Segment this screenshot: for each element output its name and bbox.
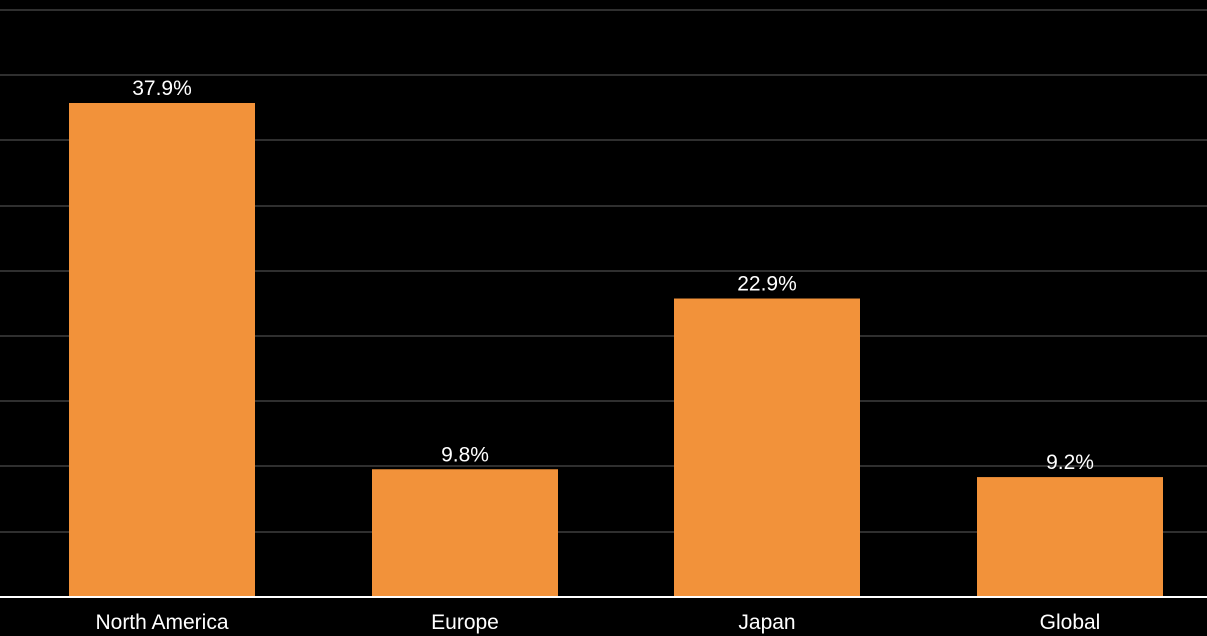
bar-global [977,477,1163,597]
category-label-north-america: North America [95,611,228,634]
category-label-japan: Japan [738,611,795,634]
bars [69,103,1163,597]
value-label-global: 9.2% [1046,451,1094,474]
bar-japan [674,298,860,597]
value-labels: 37.9% 9.8% 22.9% 9.2% [132,77,1094,474]
category-label-europe: Europe [431,611,499,634]
bar-europe [372,469,558,597]
value-label-north-america: 37.9% [132,77,192,100]
category-labels: North America Europe Japan Global [95,611,1100,634]
value-label-europe: 9.8% [441,443,489,466]
bar-north-america [69,103,255,597]
value-label-japan: 22.9% [737,273,797,296]
category-label-global: Global [1040,611,1101,634]
